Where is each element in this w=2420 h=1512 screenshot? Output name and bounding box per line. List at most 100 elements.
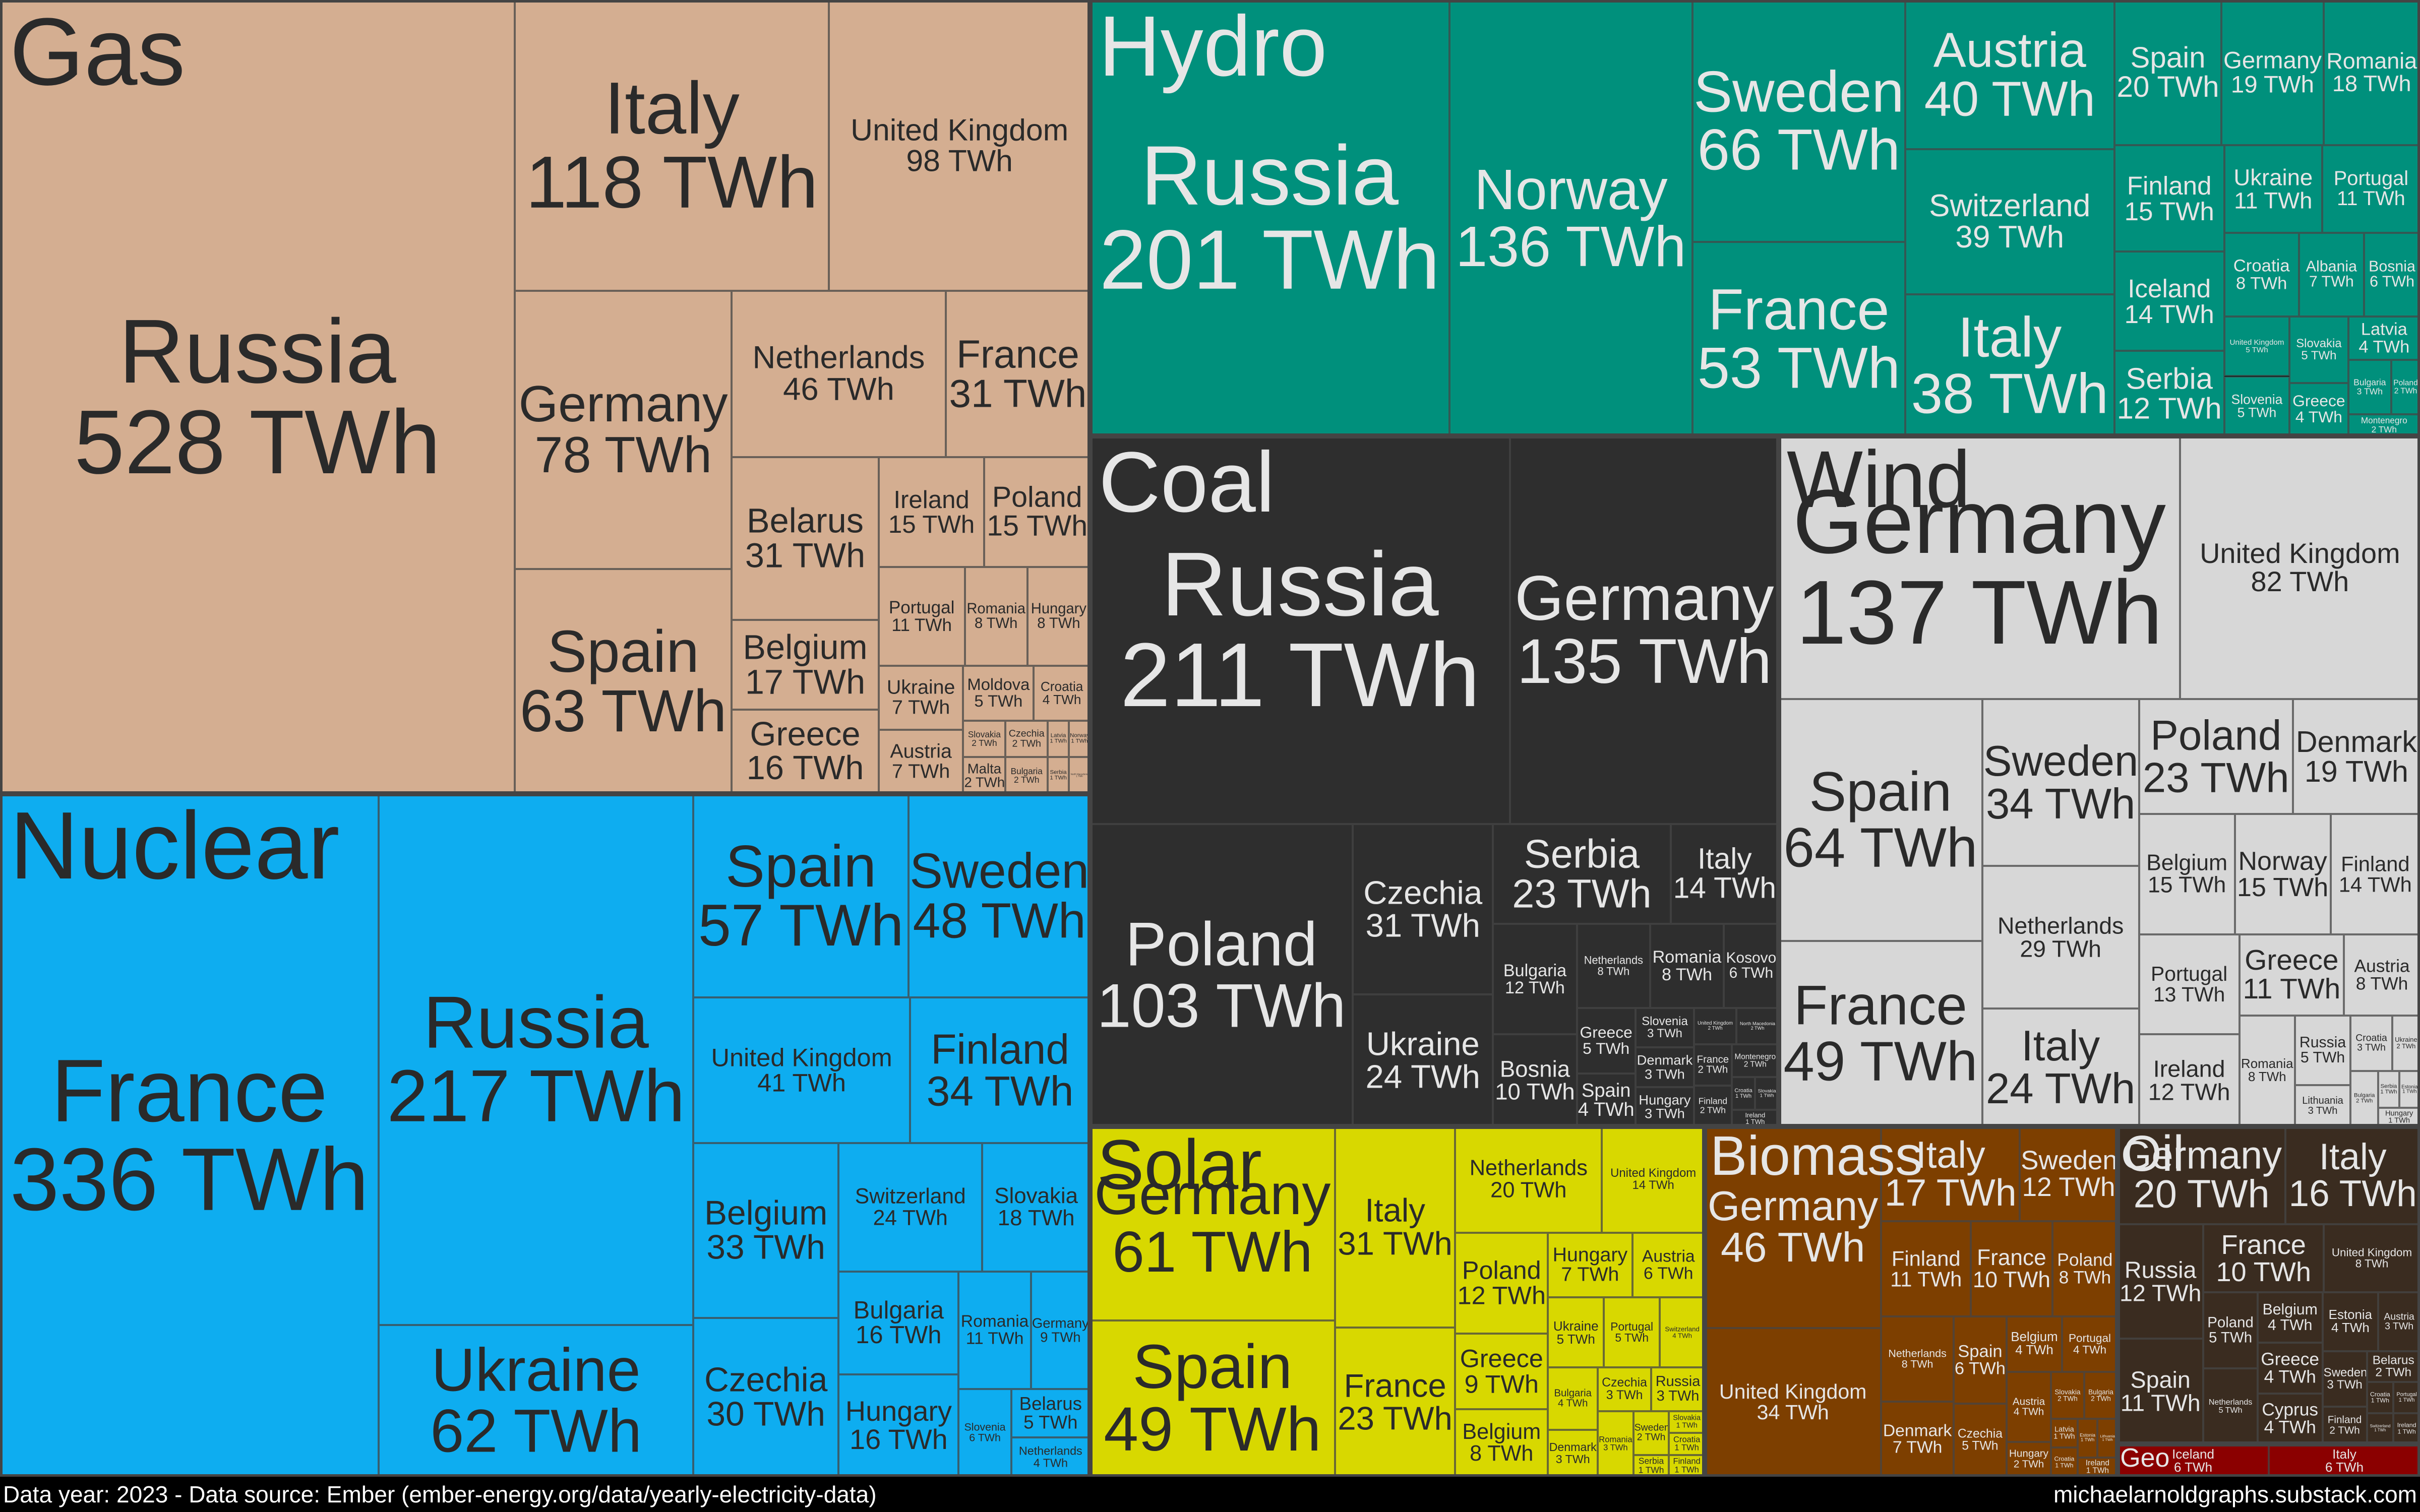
wind-tile-portugal: Portugal 13 TWh	[2139, 934, 2240, 1035]
tile-label: Ukraine 62 TWh	[380, 1340, 692, 1462]
value-label: 137 TWh	[1796, 561, 2163, 663]
oil-tile-portugal: Portugal 1 TWh	[2393, 1382, 2420, 1413]
value-label: 2 TWh	[2329, 1424, 2360, 1436]
tile-label: Netherlands 8 TWh	[1578, 955, 1650, 977]
gas-tile-serbia: Serbia 1 TWh	[1048, 757, 1069, 794]
wind-tile-poland: Poland 23 TWh	[2139, 699, 2293, 814]
country-label: Hungary	[2385, 1109, 2413, 1117]
biomass-tile-spain: Spain 6 TWh	[1953, 1316, 2007, 1404]
tile-label: Greece 11 TWh	[2241, 946, 2343, 1004]
country-label: Netherlands	[1469, 1156, 1588, 1181]
gas-tile-austria: Austria 7 TWh	[878, 729, 963, 794]
country-label: Russia	[1140, 129, 1399, 223]
coal-tile-bosnia: Bosnia 10 TWh	[1493, 1034, 1577, 1126]
geo-tile-italy: Italy 6 TWh	[2269, 1444, 2420, 1477]
wind-tile-croatia: Croatia 3 TWh	[2350, 1016, 2392, 1072]
country-label: Lithuania	[2100, 1433, 2115, 1438]
country-label: Belarus	[746, 501, 864, 540]
country-label: Germany	[2223, 47, 2322, 74]
value-label: 3 TWh	[2308, 1105, 2338, 1116]
nuclear-tile-germany: Germany 9 TWh	[1031, 1272, 1090, 1389]
tile-label: Germany 135 TWh	[1511, 566, 1778, 693]
gas-tile-czechia: Czechia 2 TWh	[1005, 720, 1048, 758]
value-label: 1 TWh	[1760, 1093, 1774, 1099]
country-label: United Kingdom	[1610, 1166, 1697, 1180]
tile-label: Austria 3 TWh	[2379, 1311, 2419, 1332]
oil-tile-netherlands: Netherlands 5 TWh	[2203, 1368, 2258, 1444]
tile-label: Belarus 31 TWh	[733, 501, 878, 573]
value-label: 34 TWh	[1757, 1401, 1829, 1424]
coal-tile-germany: Germany 135 TWh	[1510, 436, 1779, 824]
tile-label: Ukraine 2 TWh	[2393, 1036, 2419, 1050]
coal-tile-north-macedonia: North Macedonia 2 TWh	[1736, 1007, 1779, 1045]
credit-link[interactable]: michaelarnoldgraphs.substack.com	[2053, 1481, 2417, 1507]
value-label: 6 TWh	[969, 1431, 1001, 1444]
tile-label: Poland 15 TWh	[985, 482, 1089, 541]
wind-tile-spain: Spain 64 TWh	[1779, 699, 1982, 941]
wind-tile-russia: Russia 5 TWh	[2294, 1016, 2351, 1085]
value-label: 23 TWh	[1338, 1400, 1453, 1437]
nuclear-tile-sweden: Sweden 48 TWh	[909, 794, 1090, 998]
value-label: 1 TWh	[2102, 1437, 2113, 1442]
tile-label: Portugal 1 TWh	[2394, 1392, 2419, 1403]
tile-label: Hungary 3 TWh	[1637, 1093, 1693, 1120]
wind-tile-romania: Romania 8 TWh	[2239, 1016, 2295, 1126]
country-label: Latvia	[1050, 732, 1066, 739]
country-label: Austria	[2384, 1311, 2414, 1322]
wind-tile-austria: Austria 8 TWh	[2344, 934, 2420, 1016]
country-label: Ukraine	[2233, 164, 2313, 191]
country-label: Bulgaria	[1503, 961, 1567, 980]
tile-label: Russia 12 TWh	[2119, 1258, 2202, 1305]
tile-label: Russia 5 TWh	[2296, 1035, 2349, 1065]
country-label: Russia	[2299, 1034, 2346, 1051]
country-label: Slovakia	[967, 729, 1001, 739]
biomass-tile-finland: Finland 11 TWh	[1881, 1221, 1971, 1316]
tile-label: Germany 9 TWh	[1032, 1316, 1089, 1344]
tile-label: Germany 20 TWh	[2119, 1136, 2284, 1214]
tile-label: United Kingdom 98 TWh	[830, 114, 1089, 176]
oil-tile-switzerland: Switzerland 1 TWh	[2367, 1413, 2394, 1444]
country-label: Romania	[1599, 1434, 1632, 1444]
country-label: Slovakia	[1673, 1414, 1701, 1422]
value-label: 3 TWh	[1645, 1066, 1685, 1082]
country-label: Bulgaria	[1554, 1388, 1592, 1399]
country-label: Russia	[118, 300, 396, 402]
country-label: United Kingdom	[2200, 537, 2400, 569]
country-label: Russia	[2124, 1256, 2197, 1283]
value-label: 1 TWh	[1674, 1465, 1699, 1475]
value-label: 31 TWh	[1365, 907, 1480, 944]
value-label: 34 TWh	[1985, 780, 2136, 828]
value-label: 39 TWh	[1955, 219, 2065, 255]
country-label: Croatia	[1734, 1087, 1752, 1094]
tile-label: Serbia 23 TWh	[1494, 834, 1669, 914]
tile-label: Sweden 34 TWh	[1983, 739, 2138, 825]
country-label: Sweden	[1693, 59, 1904, 124]
tile-label: Romania 8 TWh	[2241, 1057, 2294, 1084]
hydro-tile-russia: Russia 201 TWh	[1090, 0, 1449, 436]
tile-label: Poland 23 TWh	[2140, 714, 2292, 798]
country-label: Romania	[966, 600, 1025, 617]
country-label: Ireland	[893, 485, 970, 514]
value-label: 1 TWh	[1050, 738, 1067, 744]
country-label: Austria	[890, 740, 952, 763]
country-label: Austria	[1933, 22, 2086, 78]
tile-label: Iceland 6 TWh	[2119, 1447, 2268, 1474]
hydro-tile-latvia: Latvia 4 TWh	[2348, 317, 2420, 360]
oil-tile-ireland: Ireland 1 TWh	[2393, 1413, 2420, 1444]
tile-label: Slovakia 1 TWh	[1756, 1089, 1778, 1098]
value-label: 2 TWh	[1014, 774, 1040, 785]
biomass-tile-netherlands: Netherlands 8 TWh	[1881, 1316, 1954, 1402]
country-label: Spain	[725, 833, 877, 900]
nuclear-tile-bulgaria: Bulgaria 16 TWh	[838, 1272, 959, 1374]
country-label: Ukraine	[2395, 1036, 2417, 1044]
value-label: 14 TWh	[2338, 872, 2412, 897]
value-label: 4 TWh	[2358, 337, 2410, 357]
value-label: 4 TWh	[2264, 1367, 2316, 1387]
tile-label: France 49 TWh	[1780, 978, 1981, 1090]
value-label: 62 TWh	[430, 1397, 642, 1465]
solar-tile-belgium: Belgium 8 TWh	[1455, 1409, 1548, 1477]
gas-tile-belarus: Belarus 31 TWh	[732, 457, 879, 620]
solar-tile-germany: Germany 61 TWh	[1090, 1126, 1335, 1321]
tile-label: Ireland 1 TWh	[2394, 1422, 2419, 1435]
value-label: 4 TWh	[2013, 1406, 2044, 1418]
